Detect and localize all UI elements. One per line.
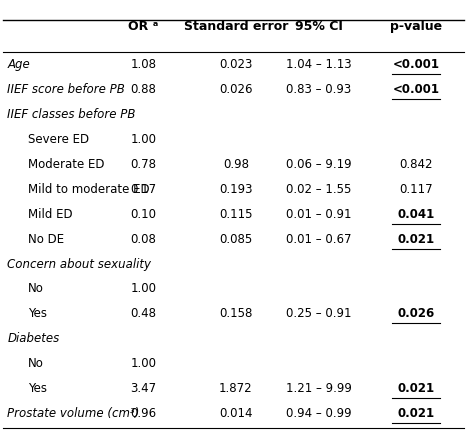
Text: 1.872: 1.872 [219, 382, 253, 395]
Text: 0.08: 0.08 [131, 232, 156, 246]
Text: 0.115: 0.115 [219, 208, 253, 221]
Text: 0.83 – 0.93: 0.83 – 0.93 [286, 83, 352, 96]
Text: 1.21 – 9.99: 1.21 – 9.99 [286, 382, 352, 395]
Text: 0.026: 0.026 [219, 83, 253, 96]
Text: 0.041: 0.041 [397, 208, 434, 221]
Text: 95% CI: 95% CI [295, 20, 343, 33]
Text: 0.023: 0.023 [219, 58, 253, 71]
Text: p-value: p-value [389, 20, 442, 33]
Text: IIEF score before PB: IIEF score before PB [7, 83, 125, 96]
Text: 0.48: 0.48 [130, 308, 156, 320]
Text: OR ᵃ: OR ᵃ [128, 20, 159, 33]
Text: <0.001: <0.001 [392, 83, 439, 96]
Text: IIEF classes before PB: IIEF classes before PB [7, 108, 136, 121]
Text: <0.001: <0.001 [392, 58, 439, 71]
Text: 0.94 – 0.99: 0.94 – 0.99 [286, 407, 352, 420]
Text: 0.10: 0.10 [130, 208, 156, 221]
Text: 1.04 – 1.13: 1.04 – 1.13 [286, 58, 352, 71]
Text: 0.026: 0.026 [397, 308, 434, 320]
Text: 1.00: 1.00 [130, 282, 156, 296]
Text: Age: Age [7, 58, 30, 71]
Text: 0.021: 0.021 [397, 382, 434, 395]
Text: 0.842: 0.842 [399, 158, 432, 171]
Text: 0.17: 0.17 [130, 183, 156, 196]
Text: Standard error: Standard error [184, 20, 288, 33]
Text: Moderate ED: Moderate ED [28, 158, 105, 171]
Text: 1.00: 1.00 [130, 133, 156, 146]
Text: 0.06 – 9.19: 0.06 – 9.19 [286, 158, 352, 171]
Text: 0.96: 0.96 [130, 407, 156, 420]
Text: Diabetes: Diabetes [7, 332, 60, 345]
Text: 0.98: 0.98 [223, 158, 249, 171]
Text: 0.01 – 0.67: 0.01 – 0.67 [286, 232, 352, 246]
Text: Mild to moderate ED: Mild to moderate ED [28, 183, 150, 196]
Text: Prostate volume (cm³): Prostate volume (cm³) [7, 407, 140, 420]
Text: Concern about sexuality: Concern about sexuality [7, 258, 151, 271]
Text: 0.014: 0.014 [219, 407, 253, 420]
Text: 0.25 – 0.91: 0.25 – 0.91 [286, 308, 352, 320]
Text: Severe ED: Severe ED [28, 133, 89, 146]
Text: 0.021: 0.021 [397, 232, 434, 246]
Text: 3.47: 3.47 [130, 382, 156, 395]
Text: 1.08: 1.08 [130, 58, 156, 71]
Text: No: No [28, 357, 44, 370]
Text: 0.085: 0.085 [219, 232, 253, 246]
Text: Yes: Yes [28, 308, 47, 320]
Text: 0.158: 0.158 [219, 308, 253, 320]
Text: 0.01 – 0.91: 0.01 – 0.91 [286, 208, 352, 221]
Text: 0.02 – 1.55: 0.02 – 1.55 [286, 183, 352, 196]
Text: Yes: Yes [28, 382, 47, 395]
Text: Mild ED: Mild ED [28, 208, 73, 221]
Text: 0.117: 0.117 [399, 183, 432, 196]
Text: 0.193: 0.193 [219, 183, 253, 196]
Text: No DE: No DE [28, 232, 64, 246]
Text: No: No [28, 282, 44, 296]
Text: 0.88: 0.88 [131, 83, 156, 96]
Text: 1.00: 1.00 [130, 357, 156, 370]
Text: 0.021: 0.021 [397, 407, 434, 420]
Text: 0.78: 0.78 [130, 158, 156, 171]
